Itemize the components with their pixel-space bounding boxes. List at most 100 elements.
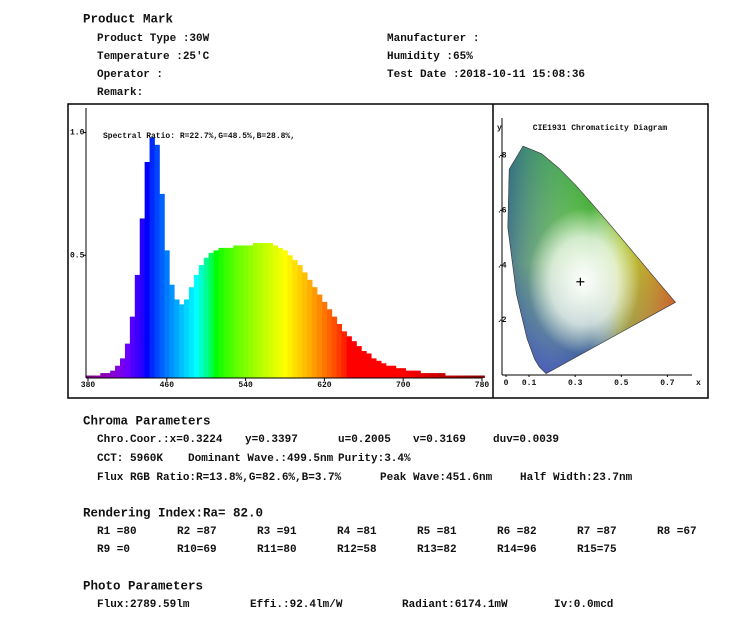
spectrum-bar: [252, 243, 259, 378]
spectrum-bar: [317, 294, 323, 378]
spectrum-bar: [474, 375, 480, 378]
x-tick-label: 780: [475, 381, 490, 390]
spectrum-bar: [459, 375, 466, 378]
section-title: Photo Parameters: [83, 579, 203, 593]
chart-frame: [67, 103, 709, 399]
spectrum-bar: [134, 274, 141, 378]
header-field: Operator :: [97, 69, 163, 81]
rendering-index: R13=82: [417, 544, 457, 556]
spectrum-bar: [440, 373, 446, 378]
spectrum-bar: [184, 299, 190, 378]
section-title: Chroma Parameters: [83, 414, 211, 428]
header-field: Temperature :25'C: [97, 51, 210, 63]
spectrum-bar: [218, 247, 224, 378]
spectrum-bar: [198, 265, 205, 378]
spectrum-bar: [208, 252, 214, 378]
y-tick-label: .2: [497, 316, 507, 325]
spectrum-bar: [420, 373, 426, 378]
spectrum-bar: [129, 316, 136, 378]
section-title: Product Mark: [83, 12, 174, 26]
rendering-index: R8 =67: [657, 526, 697, 538]
spectrum-bar: [262, 243, 269, 378]
spectrum-bar: [376, 360, 382, 378]
spectrum-bar: [321, 301, 328, 378]
spectrum-bar: [282, 250, 288, 378]
rendering-index: R3 =91: [257, 526, 297, 538]
rendering-index: R9 =0: [97, 544, 130, 556]
spectrum-bar: [228, 247, 234, 378]
y-axis-label: y: [497, 124, 502, 133]
spectrum-bar: [257, 243, 264, 378]
spectrum-bar: [361, 351, 367, 378]
spectrum-bar: [287, 255, 293, 378]
spectrum-bar: [188, 287, 195, 378]
x-tick-label: 460: [160, 381, 175, 390]
parameter: Chro.Coor.:x=0.3224: [97, 434, 223, 446]
rendering-index: R11=80: [257, 544, 297, 556]
spectrum-bar: [356, 346, 362, 378]
spectrum-bar: [292, 260, 298, 378]
spectrum-bar: [267, 243, 274, 378]
spectrum-bar: [366, 353, 372, 378]
spectrum-bar: [124, 343, 131, 378]
spectrum-bar: [400, 368, 407, 378]
spectrum-bar: [139, 218, 146, 378]
spectrum-bar: [336, 324, 343, 378]
spectrum-bar: [203, 257, 210, 378]
x-tick-label: 0.1: [522, 379, 537, 388]
spectrum-bar: [248, 245, 254, 378]
spectrum-bar: [425, 373, 431, 378]
y-tick-label: 1.0: [70, 129, 85, 138]
spectrum-bar: [435, 373, 441, 378]
chromaticity-point: [576, 277, 585, 286]
header-field: Remark:: [97, 87, 143, 99]
spectrum-bar: [149, 137, 155, 378]
rendering-index: R2 =87: [177, 526, 217, 538]
spectrum-bar: [154, 144, 160, 378]
x-axis-label: x: [696, 379, 701, 388]
y-tick-label: 0.5: [70, 251, 85, 260]
spectrum-bar: [115, 365, 121, 378]
x-tick-label: 700: [396, 381, 411, 390]
spectrum-bar: [469, 375, 476, 378]
parameter: Flux:2789.59lm: [97, 599, 190, 611]
parameter: Half Width:23.7nm: [520, 472, 633, 484]
spectrum-bar: [307, 279, 313, 378]
x-tick-label: 0.7: [660, 379, 675, 388]
parameter: duv=0.0039: [493, 434, 559, 446]
parameter: v=0.3169: [413, 434, 466, 446]
spectrum-bar: [144, 162, 150, 378]
spectrum-bar: [385, 365, 392, 378]
x-tick-label: 0.3: [568, 379, 583, 388]
rendering-index: R15=75: [577, 544, 617, 556]
spectrum-bar: [105, 373, 111, 378]
x-tick-label: 380: [81, 381, 96, 390]
spectrum-bar: [277, 247, 283, 378]
y-tick-label: .4: [497, 261, 507, 270]
rendering-index: R10=69: [177, 544, 217, 556]
spectrum-bar: [302, 272, 308, 378]
spectrum-bar: [415, 370, 421, 378]
parameter: Radiant:6174.1mW: [402, 599, 508, 611]
spectrum-bar: [326, 309, 333, 378]
spectrum-bar: [193, 274, 200, 378]
parameter: Effi.:92.4lm/W: [250, 599, 343, 611]
spectrum-bar: [223, 247, 229, 378]
spectrum-bar: [410, 370, 416, 378]
rendering-index: R14=96: [497, 544, 537, 556]
spectrum-bar: [464, 375, 471, 378]
spectrum-bar: [85, 375, 91, 378]
spectrum-bar: [272, 245, 279, 378]
spectrum-bar: [312, 287, 318, 378]
parameter: Purity:3.4%: [338, 453, 411, 465]
rendering-index: R6 =82: [497, 526, 537, 538]
rendering-index: R1 =80: [97, 526, 137, 538]
header-field: Product Type :30W: [97, 33, 210, 45]
spectrum-bar: [120, 358, 126, 378]
annotation: Spectral Ratio: R=22.7%,G=48.5%,B=28.8%,: [103, 132, 295, 141]
x-tick-label: 0.5: [614, 379, 629, 388]
cie-title: CIE1931 Chromaticity Diagram: [533, 124, 668, 133]
rendering-index: R12=58: [337, 544, 377, 556]
spectrum-bar: [445, 375, 451, 378]
